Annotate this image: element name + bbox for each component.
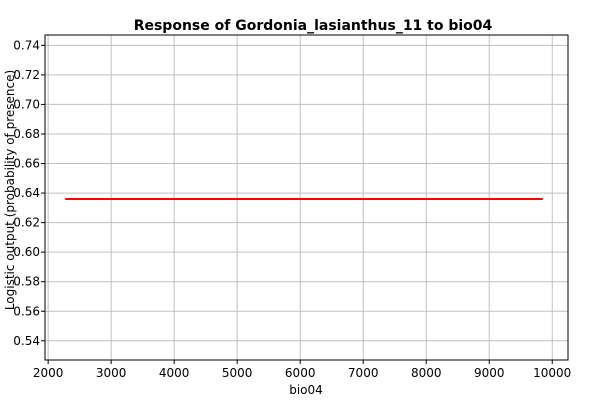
x-tick-label: 10000 [533,366,571,380]
x-tick-label: 5000 [222,366,253,380]
y-tick-label: 0.62 [13,216,40,230]
plot-frame [44,34,569,361]
x-tick-label: 8000 [411,366,442,380]
x-tick-label: 3000 [96,366,127,380]
x-axis-label: bio04 [289,383,323,397]
grid [45,35,568,360]
y-tick-label: 0.58 [13,275,40,289]
chart-title: Response of Gordonia_lasianthus_11 to bi… [134,18,493,34]
y-tick-label: 0.56 [13,304,40,318]
y-tick-label: 0.54 [13,334,40,348]
y-tick-label: 0.72 [13,68,40,82]
y-tick-label: 0.70 [13,97,40,111]
x-tick-label: 7000 [348,366,379,380]
x-tick-label: 2000 [33,366,64,380]
y-tick-label: 0.64 [13,186,40,200]
y-axis-label: Logistic output (probability of presence… [3,70,17,310]
x-tick-label: 4000 [159,366,190,380]
y-tick-label: 0.60 [13,245,40,259]
ticks: 2000 3000 4000 5000 6000 7000 8000 9000 10000 0.5… [13,38,571,380]
x-tick-label: 6000 [285,366,316,380]
y-tick-label: 0.66 [13,157,40,171]
y-tick-label: 0.68 [13,127,40,141]
y-tick-label: 0.74 [13,38,40,52]
x-tick-label: 9000 [474,366,505,380]
